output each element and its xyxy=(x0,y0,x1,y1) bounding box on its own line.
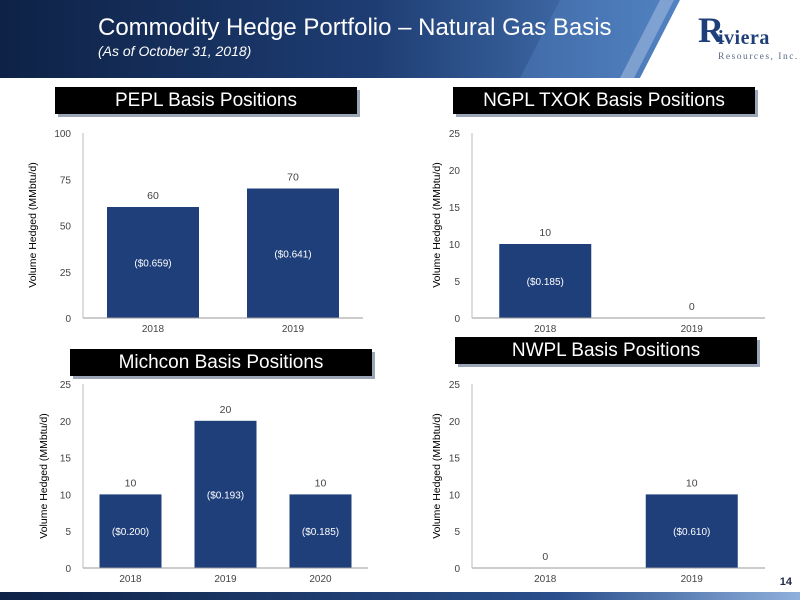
y-tick-label: 20 xyxy=(449,417,461,428)
y-tick-label: 15 xyxy=(449,203,461,214)
y-tick-label: 75 xyxy=(60,175,72,186)
footer-bar xyxy=(0,592,800,600)
y-tick-label: 25 xyxy=(60,268,72,279)
y-axis-title: Volume Hedged (MMbtu/d) xyxy=(431,413,443,538)
bar-price-label: ($0.610) xyxy=(673,527,710,538)
bar-price-label: ($0.659) xyxy=(134,259,171,270)
y-tick-label: 10 xyxy=(449,240,461,251)
x-tick-label: 2018 xyxy=(534,324,557,335)
y-axis-title: Volume Hedged (MMbtu/d) xyxy=(27,162,39,287)
bar xyxy=(194,420,257,568)
x-tick-label: 2019 xyxy=(681,324,704,335)
y-axis-title: Volume Hedged (MMbtu/d) xyxy=(431,162,443,287)
data-label: 70 xyxy=(287,172,299,184)
bar-price-label: ($0.641) xyxy=(274,249,311,260)
page-subtitle: (As of October 31, 2018) xyxy=(98,43,252,59)
bar xyxy=(99,494,162,568)
y-tick-label: 15 xyxy=(60,454,72,465)
data-label: 0 xyxy=(689,301,695,313)
y-tick-label: 25 xyxy=(60,380,72,391)
x-tick-label: 2019 xyxy=(214,574,237,585)
x-tick-label: 2019 xyxy=(282,324,305,335)
data-label: 10 xyxy=(539,227,551,239)
bar-price-label: ($0.185) xyxy=(302,527,339,538)
data-label: 60 xyxy=(147,190,159,202)
bar xyxy=(289,494,352,568)
y-tick-label: 0 xyxy=(65,314,71,325)
y-tick-label: 100 xyxy=(54,129,71,140)
y-tick-label: 10 xyxy=(60,490,72,501)
page-title: Commodity Hedge Portfolio – Natural Gas … xyxy=(98,14,612,41)
bar xyxy=(107,207,199,318)
logo-name: iviera xyxy=(718,27,770,49)
y-tick-label: 0 xyxy=(454,564,460,575)
y-tick-label: 0 xyxy=(454,314,460,325)
x-tick-label: 2018 xyxy=(119,574,142,585)
x-tick-label: 2018 xyxy=(142,324,165,335)
y-tick-label: 5 xyxy=(454,527,460,538)
bar-price-label: ($0.193) xyxy=(207,490,244,501)
y-axis-title: Volume Hedged (MMbtu/d) xyxy=(38,413,50,538)
x-tick-label: 2018 xyxy=(534,574,557,585)
logo-letter: R xyxy=(698,10,724,50)
data-label: 20 xyxy=(220,404,232,416)
panel-title-michcon: Michcon Basis Positions xyxy=(70,349,372,376)
logo-subtitle: Resources, Inc. xyxy=(718,52,799,62)
y-tick-label: 0 xyxy=(65,564,71,575)
y-tick-label: 20 xyxy=(449,166,461,177)
page-number: 14 xyxy=(779,576,792,588)
bar-price-label: ($0.185) xyxy=(527,277,564,288)
y-tick-label: 10 xyxy=(449,490,461,501)
panel-title-pepl: PEPL Basis Positions xyxy=(55,87,357,114)
data-label: 10 xyxy=(686,477,698,489)
bar-price-label: ($0.200) xyxy=(112,527,149,538)
y-tick-label: 20 xyxy=(60,417,72,428)
bar xyxy=(247,188,339,318)
data-label: 10 xyxy=(125,477,137,489)
y-tick-label: 25 xyxy=(449,129,461,140)
y-tick-label: 25 xyxy=(449,380,461,391)
y-tick-label: 50 xyxy=(60,222,72,233)
bar xyxy=(499,244,592,318)
y-tick-label: 15 xyxy=(449,454,461,465)
y-tick-label: 5 xyxy=(65,527,71,538)
data-label: 0 xyxy=(542,551,548,563)
data-label: 10 xyxy=(315,477,327,489)
company-logo: R iviera Resources, Inc. xyxy=(698,10,797,62)
header-background xyxy=(0,0,800,78)
y-tick-label: 5 xyxy=(454,277,460,288)
panel-title-ngpl-txok: NGPL TXOK Basis Positions xyxy=(453,87,755,114)
x-tick-label: 2019 xyxy=(681,574,704,585)
bar xyxy=(645,494,738,568)
x-tick-label: 2020 xyxy=(309,574,332,585)
panel-title-nwpl: NWPL Basis Positions xyxy=(455,337,757,364)
header-banner: Commodity Hedge Portfolio – Natural Gas … xyxy=(0,0,800,78)
